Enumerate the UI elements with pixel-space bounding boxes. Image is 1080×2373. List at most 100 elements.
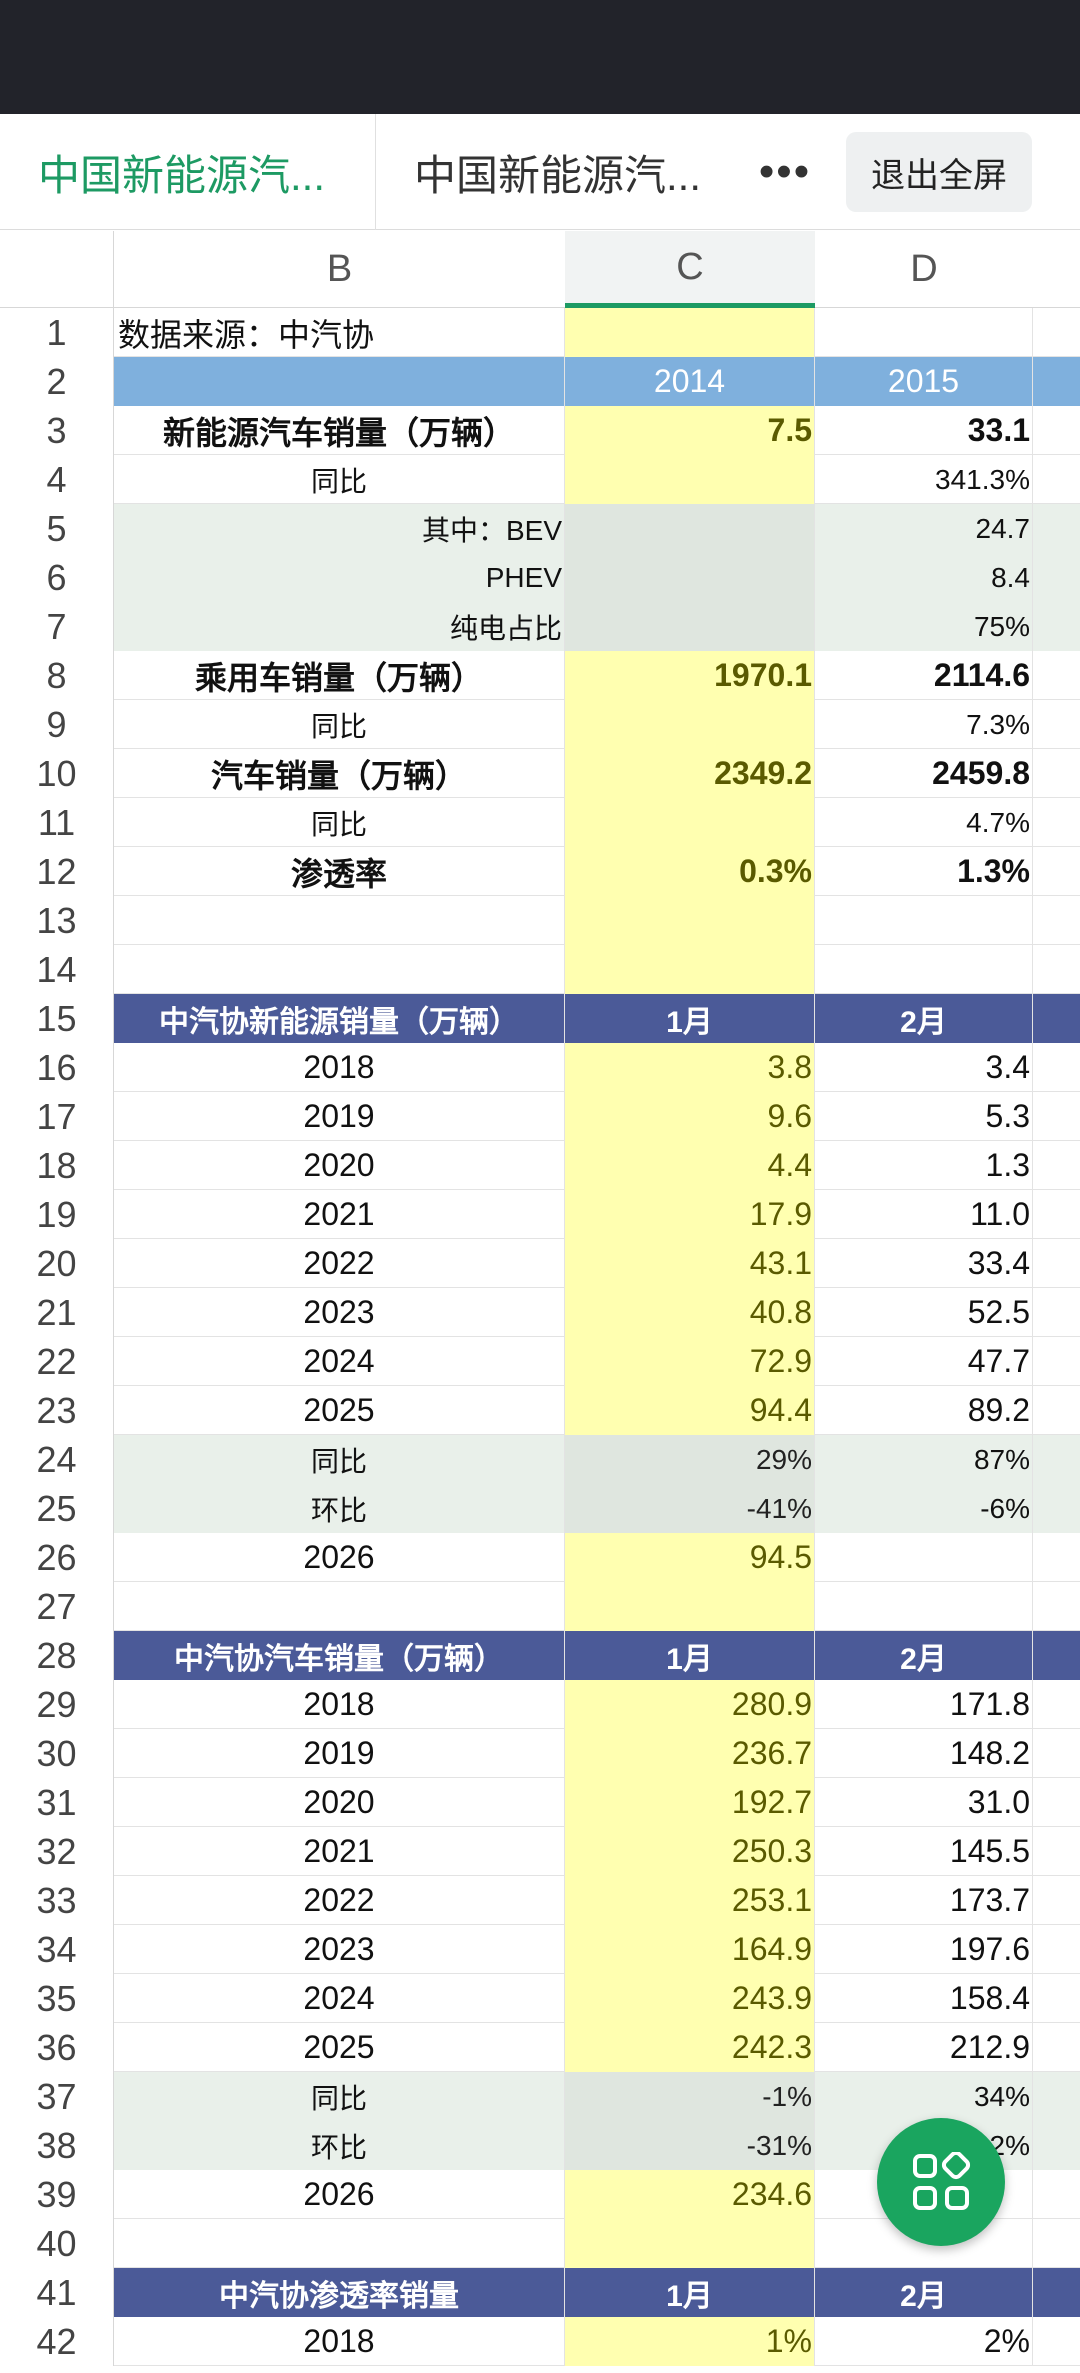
cell-c[interactable]	[565, 798, 815, 847]
cell-b[interactable]: 数据来源：中汽协	[114, 308, 565, 357]
cell-e[interactable]	[1033, 1141, 1080, 1190]
cell-b[interactable]: 2022	[114, 1239, 565, 1288]
cell-c[interactable]: 94.4	[565, 1386, 815, 1435]
cell-c[interactable]: 2014	[565, 357, 815, 406]
cell-d[interactable]	[815, 308, 1033, 357]
row-number[interactable]: 35	[0, 1974, 114, 2023]
cell-e[interactable]	[1033, 1484, 1080, 1533]
column-header-d[interactable]: D	[815, 231, 1033, 308]
cell-c[interactable]: 17.9	[565, 1190, 815, 1239]
row-number[interactable]: 13	[0, 896, 114, 945]
cell-d[interactable]: 31.0	[815, 1778, 1033, 1827]
row-number[interactable]: 1	[0, 308, 114, 357]
exit-fullscreen-button[interactable]: 退出全屏	[846, 132, 1032, 212]
tab-sheet-2[interactable]: 中国新能源汽...	[378, 114, 738, 230]
cell-d[interactable]: 2015	[815, 357, 1033, 406]
cell-e[interactable]	[1033, 1043, 1080, 1092]
cell-c[interactable]: -41%	[565, 1484, 815, 1533]
cell-c[interactable]: 236.7	[565, 1729, 815, 1778]
row-number[interactable]: 33	[0, 1876, 114, 1925]
cell-c[interactable]	[565, 1582, 815, 1631]
cell-b[interactable]: 2018	[114, 1043, 565, 1092]
row-number[interactable]: 26	[0, 1533, 114, 1582]
cell-c[interactable]: 1970.1	[565, 651, 815, 700]
row-number[interactable]: 6	[0, 553, 114, 602]
cell-c[interactable]: 4.4	[565, 1141, 815, 1190]
cell-d[interactable]: 4.7%	[815, 798, 1033, 847]
cell-c[interactable]: 234.6	[565, 2170, 815, 2219]
row-number[interactable]: 9	[0, 700, 114, 749]
cell-b[interactable]: 其中：BEV	[114, 504, 565, 553]
cell-b[interactable]: 渗透率	[114, 847, 565, 896]
cell-e[interactable]	[1033, 1288, 1080, 1337]
cell-c[interactable]: 1%	[565, 2317, 815, 2366]
cell-d[interactable]: 11.0	[815, 1190, 1033, 1239]
cell-d[interactable]: 197.6	[815, 1925, 1033, 1974]
row-number[interactable]: 31	[0, 1778, 114, 1827]
cell-b[interactable]	[114, 896, 565, 945]
cell-e[interactable]	[1033, 1533, 1080, 1582]
cell-d[interactable]: 2114.6	[815, 651, 1033, 700]
column-header-e[interactable]	[1033, 231, 1080, 308]
cell-e[interactable]	[1033, 2121, 1080, 2170]
row-number[interactable]: 8	[0, 651, 114, 700]
cell-b[interactable]: 同比	[114, 1435, 565, 1484]
cell-e[interactable]	[1033, 406, 1080, 455]
cell-c[interactable]: -31%	[565, 2121, 815, 2170]
cell-b[interactable]: 2019	[114, 1092, 565, 1141]
cell-d[interactable]: 148.2	[815, 1729, 1033, 1778]
cell-e[interactable]	[1033, 553, 1080, 602]
apps-grid-button[interactable]	[877, 2118, 1005, 2246]
cell-d[interactable]: 2%	[815, 2317, 1033, 2366]
cell-d[interactable]: 2459.8	[815, 749, 1033, 798]
cell-e[interactable]	[1033, 1827, 1080, 1876]
cell-b[interactable]: 2021	[114, 1827, 565, 1876]
cell-d[interactable]: 89.2	[815, 1386, 1033, 1435]
row-number[interactable]: 3	[0, 406, 114, 455]
column-header-b[interactable]: B	[114, 231, 565, 308]
select-all-corner[interactable]	[0, 231, 114, 308]
cell-d[interactable]: 5.3	[815, 1092, 1033, 1141]
cell-e[interactable]	[1033, 2023, 1080, 2072]
cell-d[interactable]: 1.3	[815, 1141, 1033, 1190]
cell-d[interactable]: 145.5	[815, 1827, 1033, 1876]
cell-e[interactable]	[1033, 1974, 1080, 2023]
row-number[interactable]: 5	[0, 504, 114, 553]
row-number[interactable]: 34	[0, 1925, 114, 1974]
cell-c[interactable]	[565, 896, 815, 945]
cell-c[interactable]: 242.3	[565, 2023, 815, 2072]
cell-c[interactable]: 192.7	[565, 1778, 815, 1827]
cell-d[interactable]: 33.1	[815, 406, 1033, 455]
cell-d[interactable]: 7.3%	[815, 700, 1033, 749]
row-number[interactable]: 30	[0, 1729, 114, 1778]
row-number[interactable]: 29	[0, 1680, 114, 1729]
cell-e[interactable]	[1033, 1631, 1080, 1680]
cell-e[interactable]	[1033, 1680, 1080, 1729]
cell-e[interactable]	[1033, 2170, 1080, 2219]
cell-e[interactable]	[1033, 2219, 1080, 2268]
cell-e[interactable]	[1033, 994, 1080, 1043]
cell-b[interactable]: 2020	[114, 1778, 565, 1827]
tab-sheet-1[interactable]: 中国新能源汽...	[0, 114, 376, 230]
row-number[interactable]: 10	[0, 749, 114, 798]
cell-b[interactable]: 2019	[114, 1729, 565, 1778]
cell-d[interactable]: 171.8	[815, 1680, 1033, 1729]
column-header-c[interactable]: C	[565, 231, 815, 308]
cell-b[interactable]: 2021	[114, 1190, 565, 1239]
cell-d[interactable]: 24.7	[815, 504, 1033, 553]
cell-c[interactable]: 1月	[565, 2268, 815, 2317]
cell-d[interactable]: 2月	[815, 1631, 1033, 1680]
cell-b[interactable]: 同比	[114, 455, 565, 504]
cell-b[interactable]: 2026	[114, 1533, 565, 1582]
row-number[interactable]: 17	[0, 1092, 114, 1141]
cell-c[interactable]: 9.6	[565, 1092, 815, 1141]
row-number[interactable]: 22	[0, 1337, 114, 1386]
cell-b[interactable]: 同比	[114, 798, 565, 847]
cell-d[interactable]: 87%	[815, 1435, 1033, 1484]
cell-d[interactable]: 2月	[815, 994, 1033, 1043]
row-number[interactable]: 2	[0, 357, 114, 406]
cell-e[interactable]	[1033, 847, 1080, 896]
cell-c[interactable]: 1月	[565, 994, 815, 1043]
cell-b[interactable]: 新能源汽车销量（万辆）	[114, 406, 565, 455]
more-options-icon[interactable]: •••	[758, 147, 812, 196]
